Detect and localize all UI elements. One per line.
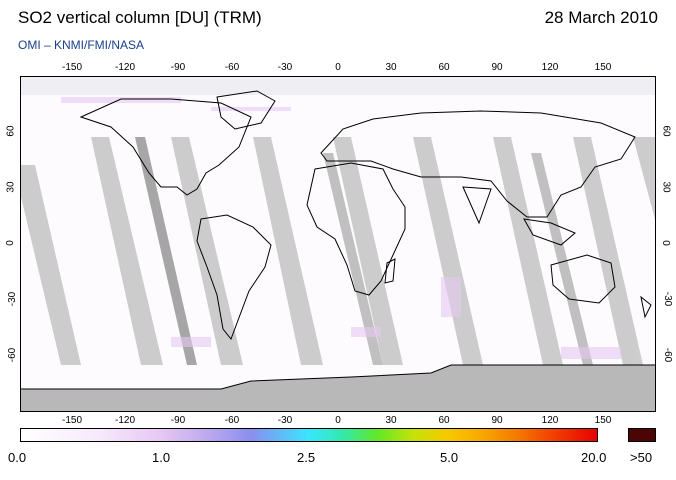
top-lon-tick: -120	[114, 62, 135, 73]
south-america-outline	[196, 214, 272, 340]
left-lat-tick: 30	[5, 181, 17, 193]
colorbar-overflow-swatch	[628, 428, 656, 442]
top-lon-tick: 150	[594, 62, 612, 73]
top-lon-tick: 30	[385, 62, 397, 73]
colorbar-label: 2.5	[297, 450, 316, 465]
australia-outline	[550, 254, 616, 304]
bottom-lon-tick: 0	[335, 415, 341, 426]
right-lat-tick: 60	[660, 125, 672, 137]
africa-outline	[306, 162, 406, 296]
north-america-outline	[79, 98, 252, 196]
bottom-lon-tick: 60	[438, 415, 450, 426]
bottom-lon-tick: -60	[224, 415, 240, 426]
bottom-lon-tick: -90	[170, 415, 186, 426]
bottom-lon-tick: -120	[114, 415, 135, 426]
world-map	[21, 77, 655, 411]
colorbar-label: 0.0	[8, 450, 27, 465]
left-lat-tick: -30	[7, 291, 19, 307]
top-lon-tick: 120	[541, 62, 559, 73]
colorbar-label: 20.0	[581, 450, 607, 465]
indonesia-outline	[523, 218, 576, 246]
bottom-lon-tick: 120	[541, 415, 559, 426]
left-lat-tick: 60	[5, 125, 17, 137]
bottom-lon-tick: -30	[277, 415, 293, 426]
coastlines	[21, 90, 655, 390]
top-lon-tick: -30	[277, 62, 293, 73]
north-polar-band	[21, 77, 655, 95]
colorbar-gradient	[20, 428, 598, 442]
colorbar-label: 5.0	[440, 450, 459, 465]
top-lon-tick: 90	[491, 62, 503, 73]
right-lat-tick: 0	[660, 240, 671, 246]
top-lon-tick: 60	[438, 62, 450, 73]
eurasia-outline	[320, 110, 636, 218]
bottom-lon-tick: -150	[61, 415, 82, 426]
south-polar-gap	[21, 365, 655, 411]
data-source-label: OMI – KNMI/FMI/NASA	[18, 38, 145, 52]
top-lon-tick: -60	[224, 62, 240, 73]
left-lat-tick: 0	[5, 240, 16, 246]
map-title: SO2 vertical column [DU] (TRM)	[18, 8, 262, 27]
map-panel	[20, 76, 656, 412]
so2-speckle	[61, 97, 621, 359]
new-zealand-outline	[640, 295, 652, 319]
bottom-lon-tick: 150	[594, 415, 612, 426]
left-lat-tick: -60	[7, 347, 19, 363]
right-lat-tick: 30	[660, 181, 672, 193]
colorbar-label: 1.0	[152, 450, 171, 465]
top-lon-tick: -150	[61, 62, 82, 73]
madagascar-outline	[384, 258, 396, 284]
top-lon-tick: -90	[170, 62, 186, 73]
map-date: 28 March 2010	[544, 8, 658, 27]
right-lat-tick: -30	[662, 291, 674, 307]
antarctica-outline	[21, 364, 655, 390]
top-lon-tick: 0	[335, 62, 341, 73]
india-outline	[462, 186, 492, 225]
bottom-lon-tick: 90	[491, 415, 503, 426]
bottom-lon-tick: 30	[385, 415, 397, 426]
right-lat-tick: -60	[662, 347, 674, 363]
colorbar-overflow-label: >50	[630, 450, 653, 465]
greenland-outline	[216, 90, 276, 130]
orbit-gap-overlap	[135, 137, 593, 365]
